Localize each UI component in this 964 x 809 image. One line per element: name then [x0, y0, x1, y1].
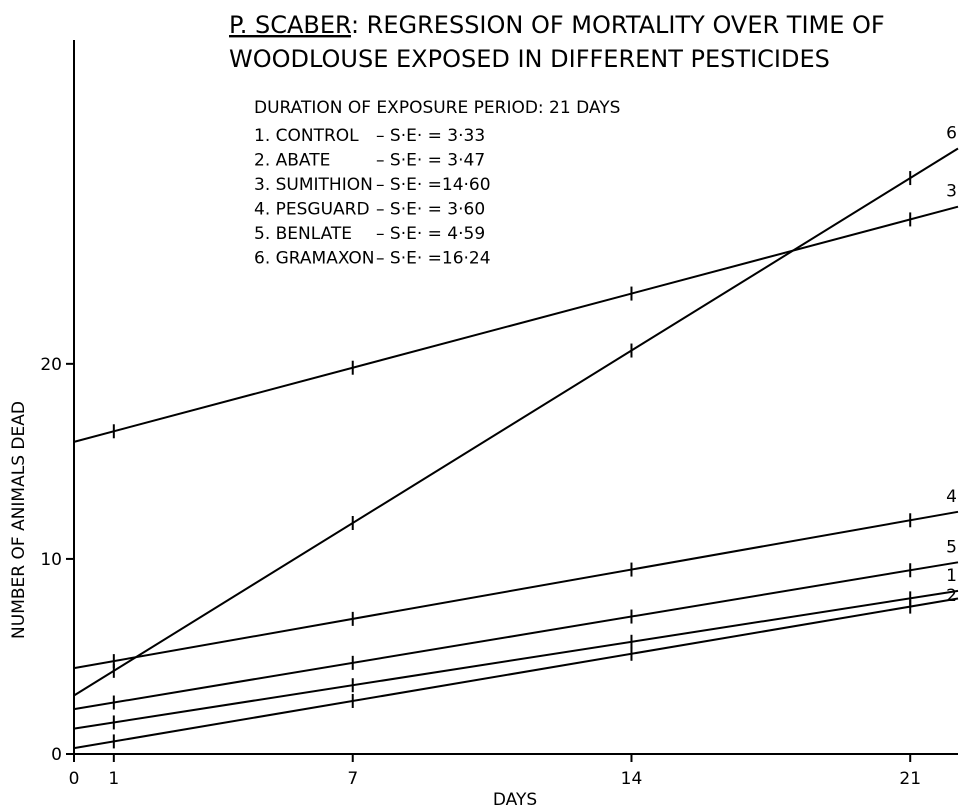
title-rest: : REGRESSION OF MORTALITY OVER TIME OF [351, 11, 885, 39]
chart-title-line1: P. SCABER: REGRESSION OF MORTALITY OVER … [229, 11, 885, 39]
series-label: 4 [946, 487, 957, 507]
series-labels: 6 3 4 5 12 [946, 123, 957, 605]
exposure-subtitle: DURATION OF EXPOSURE PERIOD: 21 DAYS [254, 98, 620, 118]
y-ticks: 0 10 20 [40, 355, 74, 765]
series-lines [73, 147, 959, 750]
y-tick-label: 0 [51, 745, 62, 765]
regression-line-5 [73, 561, 959, 711]
x-tick-label: 1 [108, 769, 119, 789]
y-axis-label: NUMBER OF ANIMALS DEAD [9, 401, 29, 639]
series-label: 5 [946, 537, 957, 557]
legend-item-name: 1. CONTROL [254, 126, 359, 146]
legend: 1. CONTROL – S·E· = 3·33 2. ABATE – S·E· = … [254, 126, 491, 269]
regression-line-2 [73, 597, 959, 750]
x-tick-label: 21 [899, 769, 921, 789]
legend-item-name: 4. PESGUARD [254, 200, 370, 220]
x-tick-label: 0 [69, 769, 80, 789]
legend-item-se: – S·E· = 4·59 [376, 224, 485, 244]
x-tick-label: 7 [347, 769, 358, 789]
legend-item-name: 3. SUMITHION [254, 175, 373, 195]
y-tick-label: 10 [40, 550, 62, 570]
regression-line-1 [73, 589, 959, 730]
series-label: 3 [946, 182, 957, 202]
legend-item-se: – S·E· = 3·33 [376, 126, 485, 146]
legend-item-se: – S·E· = 3·60 [376, 200, 485, 220]
regression-line-3 [73, 205, 959, 443]
regression-line-4 [73, 510, 959, 670]
x-axis-label: DAYS [493, 790, 537, 809]
series-label: 2 [946, 586, 957, 606]
species-name: P. SCABER [229, 11, 351, 39]
chart-title-line2: WOODLOUSE EXPOSED IN DIFFERENT PESTICIDE… [229, 45, 830, 73]
legend-item-se: – S·E· =14·60 [376, 175, 491, 195]
legend-item-name: 5. BENLATE [254, 224, 352, 244]
legend-item-se: – S·E· = 3·47 [376, 151, 485, 171]
y-tick-label: 20 [40, 355, 62, 375]
x-tick-label: 14 [621, 769, 643, 789]
legend-item-name: 2. ABATE [254, 151, 330, 171]
x-ticks: 0 1 7 14 21 [69, 754, 921, 789]
legend-item-se: – S·E· =16·24 [376, 249, 491, 269]
regression-line-6 [73, 147, 959, 697]
legend-item-name: 6. GRAMAXON [254, 249, 375, 269]
series-label: 6 [946, 123, 957, 143]
series-label: 1 [946, 566, 957, 586]
